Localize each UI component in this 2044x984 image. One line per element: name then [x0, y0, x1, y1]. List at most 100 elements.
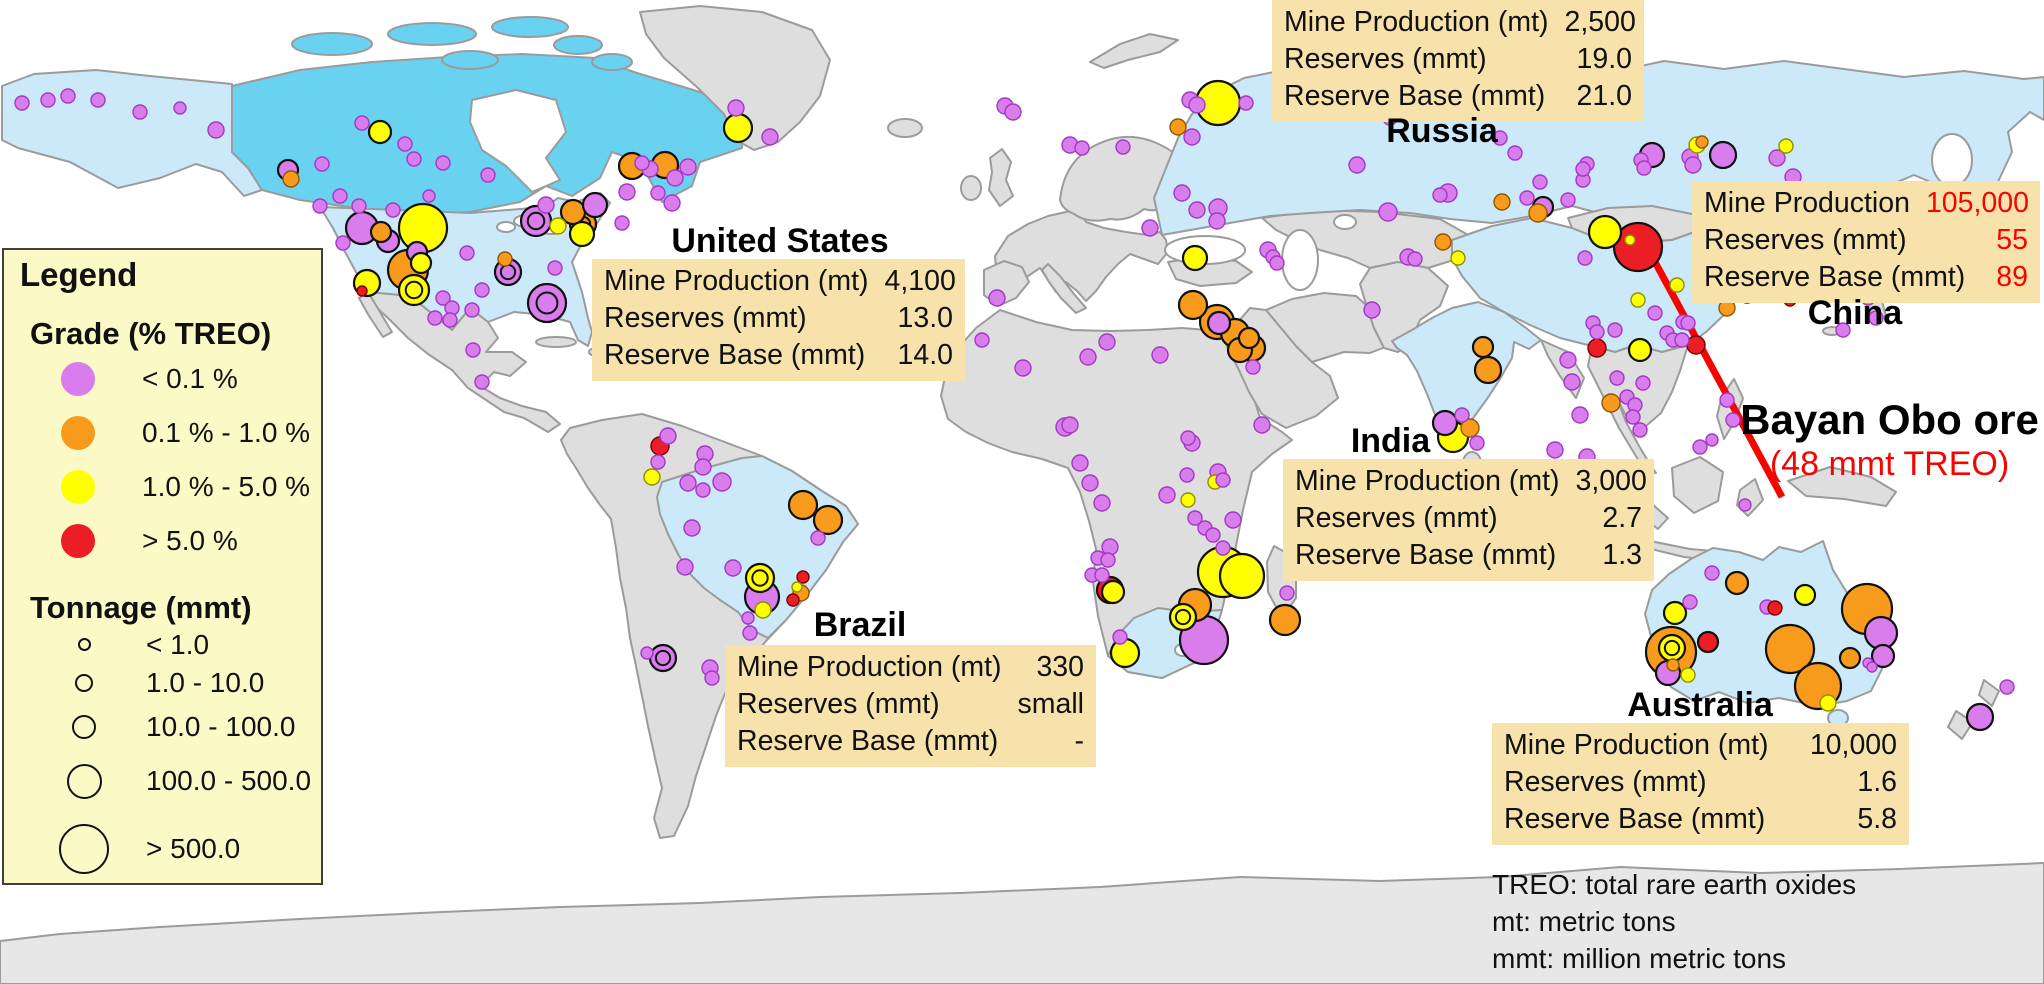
deposit-marker	[1636, 160, 1652, 176]
deposit-marker	[459, 245, 475, 261]
deposit-marker	[1363, 301, 1381, 319]
bayan-obo-callout-line	[1651, 260, 1786, 499]
deposit-marker	[1224, 511, 1242, 529]
deposit-marker	[1469, 435, 1485, 451]
deposit-marker	[1870, 643, 1896, 669]
deposit-marker	[663, 194, 681, 212]
deposit-marker	[1575, 161, 1591, 177]
deposit-marker	[1253, 416, 1271, 434]
deposit-marker	[1680, 315, 1696, 331]
italy	[1041, 263, 1087, 314]
deposit-marker	[1528, 203, 1548, 223]
deposit-marker	[614, 215, 630, 231]
deposit-marker	[1188, 201, 1206, 219]
deposit-marker	[1612, 221, 1664, 273]
deposit-marker	[1682, 594, 1698, 610]
deposit-marker	[40, 92, 56, 108]
deposit-marker	[497, 251, 513, 267]
deposit-marker	[1686, 335, 1706, 355]
deposit-marker	[676, 558, 694, 576]
deposit-marker	[1431, 409, 1459, 437]
greenland	[639, 5, 831, 151]
deposit-marker	[1074, 140, 1090, 156]
deposit-marker	[761, 128, 779, 146]
stat-row: Reserves (mmt) 13.0	[604, 300, 953, 337]
grade-legend-row: < 0.1 %	[20, 352, 321, 406]
deposit-marker	[1093, 494, 1111, 512]
stat-row: Mine Production (mt) 10,000	[1504, 727, 1897, 764]
tonnage-circle-icon	[56, 638, 112, 651]
deposit-marker-inner-ring	[526, 211, 546, 231]
deposit-marker	[1269, 255, 1285, 271]
deposit-marker	[787, 489, 819, 521]
deposit-marker	[722, 112, 754, 144]
deposit-marker	[1215, 540, 1231, 556]
deposit-marker	[1635, 375, 1651, 391]
arctic-island	[591, 53, 633, 71]
tonnage-legend-label: 100.0 - 500.0	[146, 765, 312, 796]
deposit-marker	[1180, 430, 1196, 446]
deposit-marker	[14, 95, 30, 111]
deposit-marker	[1669, 277, 1685, 293]
deposit-marker	[1705, 433, 1719, 447]
stat-row: Reserves (mmt) small	[737, 686, 1084, 723]
grade-circle-icon	[50, 416, 106, 450]
footnote-block: TREO: total rare earth oxides mt: metric…	[1492, 866, 1856, 977]
antarctica	[0, 862, 2044, 984]
deposit-marker	[1647, 305, 1663, 321]
deposit-marker	[640, 646, 654, 660]
deposit-marker	[1100, 552, 1116, 568]
iceland	[887, 118, 923, 138]
deposit-marker	[988, 289, 1006, 307]
deposit-marker	[442, 312, 458, 328]
deposit-marker	[1624, 234, 1636, 246]
deposit-marker	[1609, 370, 1625, 386]
deposit-marker	[1999, 679, 2015, 695]
tonnage-legend-label: 1.0 - 10.0	[146, 667, 265, 698]
deposit-marker	[1657, 633, 1687, 663]
deposit-marker	[810, 530, 826, 546]
legend-panel: Legend Grade (% TREO) < 0.1 % 0.1 % - 1.0…	[2, 248, 323, 885]
deposit-marker	[1835, 322, 1851, 338]
deposit-marker	[1268, 603, 1302, 637]
deposit-marker	[1237, 326, 1261, 350]
deposit-marker	[1719, 392, 1735, 408]
deposit-marker	[695, 482, 711, 498]
stat-row: Reserves (mmt) 55	[1704, 222, 2028, 259]
deposit-marker	[1587, 214, 1623, 250]
caspian-sea	[1281, 229, 1319, 291]
deposit-marker	[60, 88, 76, 104]
deposit-marker	[974, 332, 990, 348]
deposit-marker	[1081, 474, 1099, 492]
stat-row: Reserve Base (mmt) 1.3	[1295, 537, 1642, 574]
deposit-marker	[1680, 667, 1696, 683]
tonnage-circle-icon	[77, 638, 91, 651]
deposit-marker	[1768, 149, 1786, 167]
stat-label: Reserves (mmt)	[604, 302, 807, 334]
deposit-marker	[1100, 579, 1126, 605]
deposit-marker	[1245, 359, 1261, 375]
united-states-stats-box: Mine Production (mt) 4,100 Reserves (mmt) 1…	[592, 259, 965, 381]
deposit-marker	[314, 156, 330, 172]
deposit-marker	[1589, 324, 1605, 340]
china-stats-box: Mine Production 105,000 Reserves (mmt) 55 Re…	[1692, 181, 2040, 303]
deposit-marker	[173, 101, 187, 115]
deposit-marker	[1215, 472, 1231, 488]
deposit-marker	[1708, 140, 1738, 170]
deposit-marker	[754, 601, 772, 619]
stat-value: small	[1017, 688, 1084, 720]
deposit-marker	[1724, 570, 1750, 596]
stat-value: 89	[1996, 261, 2028, 293]
deposit-marker	[282, 170, 300, 188]
stat-value: 21.0	[1576, 80, 1632, 112]
deposit-marker	[1014, 359, 1032, 377]
deposit-marker	[1115, 139, 1131, 155]
deposit-marker	[1704, 565, 1720, 581]
deposit-marker	[1627, 337, 1653, 363]
stat-row: Mine Production (mt) 4,100	[604, 263, 956, 300]
arctic-island	[387, 22, 477, 46]
deposit-marker	[1632, 422, 1648, 438]
deposit-marker	[1695, 135, 1709, 149]
